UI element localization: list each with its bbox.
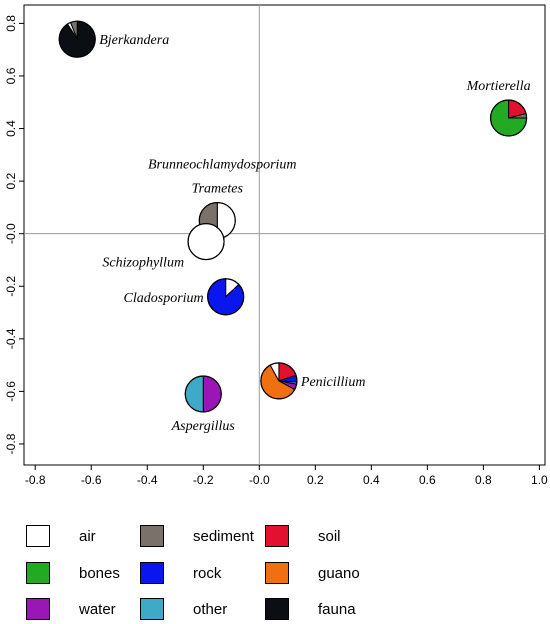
legend-label: sediment [193, 527, 254, 545]
pie-markers [58, 20, 528, 413]
legend-item-rock: rock [140, 562, 221, 584]
y-tick-label: 0.4 [4, 120, 18, 137]
x-tick-label: 0.4 [363, 473, 380, 487]
x-tick-label: 0.2 [307, 473, 324, 487]
pie-outline [489, 99, 528, 137]
legend-swatch [26, 525, 50, 547]
legend-label: fauna [318, 600, 356, 618]
x-tick-label: 0.6 [419, 473, 436, 487]
pie-cladosporium [207, 278, 245, 316]
genus-label-mortierella: Mortierella [466, 79, 531, 94]
x-tick-label: 1.0 [531, 473, 548, 487]
legend-label: air [79, 527, 96, 545]
x-tick-label: -0.4 [137, 473, 158, 487]
pie-scatter-chart: -0.8 -0.6 -0.4 -0.2 -0.0 0.2 0.4 0.6 0.8 1.0 0.80… [4, 4, 548, 487]
legend-swatch [140, 562, 164, 584]
y-tick-label: -0.2 [4, 276, 18, 297]
pie-slice-water [202, 375, 222, 413]
pie-slice-other [184, 375, 204, 413]
genus-labels: Bjerkandera Mortierella Brunneochlamydospo… [99, 33, 530, 434]
x-axis: -0.8 -0.6 -0.4 -0.2 -0.0 0.2 0.4 0.6 0.8 1.0 [25, 465, 548, 487]
x-tick-label: 0.8 [475, 473, 492, 487]
plot-frame [23, 4, 546, 466]
pie-bjerkandera [58, 20, 96, 58]
y-tick-label: 0.8 [4, 15, 18, 32]
y-tick-label: -0.6 [4, 381, 18, 402]
genus-label-aspergillus: Aspergillus [171, 419, 236, 434]
legend-item-guano: guano [265, 562, 360, 584]
genus-label-brunneochlamydosporium: Brunneochlamydosporium [148, 158, 297, 173]
x-tick-label: -0.8 [25, 473, 46, 487]
x-tick-label: -0.6 [81, 473, 102, 487]
legend-label: bones [79, 564, 120, 582]
pie-outline [184, 375, 222, 413]
legend-item-water: water [26, 598, 116, 620]
genus-label-schizophyllum: Schizophyllum [102, 256, 184, 271]
pie-outline [58, 20, 96, 58]
pie-mortierella [489, 99, 528, 137]
legend-swatch [265, 525, 289, 547]
pie-aspergillus [184, 375, 222, 413]
legend-item-bones: bones [26, 562, 120, 584]
legend-swatch [140, 598, 164, 620]
legend-label: water [79, 600, 116, 618]
legend-item-air: air [26, 525, 96, 547]
y-tick-label: -0.8 [4, 433, 18, 454]
legend-item-other: other [140, 598, 227, 620]
genus-label-bjerkandera: Bjerkandera [99, 33, 169, 48]
legend-swatch [26, 562, 50, 584]
y-tick-label: -0.0 [4, 223, 18, 244]
genus-label-trametes: Trametes [192, 182, 244, 197]
y-tick-label: 0.6 [4, 67, 18, 84]
y-tick-label: -0.4 [4, 328, 18, 349]
legend-item-sediment: sediment [140, 525, 254, 547]
legend-swatch [265, 598, 289, 620]
genus-label-cladosporium: Cladosporium [124, 291, 204, 306]
legend-label: other [193, 600, 228, 618]
legend-swatch [265, 562, 289, 584]
pie-outline [187, 222, 225, 261]
pie-schizophyllum [187, 222, 225, 261]
genus-label-penicillium: Penicillium [300, 375, 366, 390]
x-tick-label: -0.0 [249, 473, 270, 487]
y-axis: 0.8 0.6 0.4 0.2 -0.0 -0.2 -0.4 -0.6 -0.8 [4, 15, 24, 454]
legend-item-soil: soil [265, 525, 341, 547]
y-tick-label: 0.2 [4, 172, 18, 189]
reference-lines [24, 5, 545, 465]
pie-penicillium [260, 362, 298, 400]
legend-label: soil [318, 527, 341, 545]
pie-outline [260, 362, 298, 400]
legend-swatch [26, 598, 50, 620]
legend: air sediment soil bones rock guano water other f… [0, 510, 550, 624]
legend-item-fauna: fauna [265, 598, 356, 620]
legend-label: rock [193, 564, 222, 582]
x-tick-label: -0.2 [193, 473, 214, 487]
pie-outline [207, 278, 245, 316]
legend-label: guano [318, 564, 360, 582]
legend-swatch [140, 525, 164, 547]
